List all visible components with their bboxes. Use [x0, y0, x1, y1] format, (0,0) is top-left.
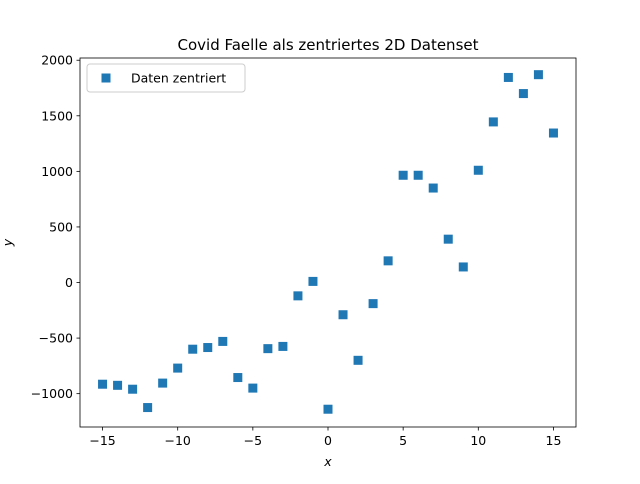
data-point-square [533, 70, 543, 80]
data-point-square [473, 165, 483, 175]
x-tick-label: −10 [165, 433, 191, 448]
data-point-square [203, 343, 213, 353]
data-points [98, 70, 558, 414]
data-point-square [113, 380, 123, 390]
data-point-square [158, 378, 168, 388]
legend: Daten zentriert [86, 63, 246, 93]
data-point-square [338, 310, 348, 320]
data-point-square [293, 291, 303, 301]
y-tick-label: 1000 [41, 164, 73, 179]
data-point-square [143, 403, 153, 413]
data-point-square [398, 170, 408, 180]
y-tick-label: −1000 [31, 386, 73, 401]
data-point-square [98, 379, 108, 389]
y-tick-label: 0 [65, 275, 73, 290]
data-point-square [263, 344, 273, 354]
data-point-square [128, 384, 138, 394]
data-point-square [353, 355, 363, 365]
data-point-square [443, 234, 453, 244]
data-point-square [368, 299, 378, 309]
x-tick-label: 15 [546, 433, 562, 448]
x-tick-label: 5 [399, 433, 407, 448]
y-axis-label: y [0, 238, 15, 247]
x-tick-label: −5 [244, 433, 262, 448]
x-axis-label: x [323, 454, 332, 469]
y-tick-label: 1500 [41, 108, 73, 123]
legend-label: Daten zentriert [131, 71, 226, 86]
data-point-square [173, 363, 183, 373]
data-point-square [413, 170, 423, 180]
data-point-square [503, 72, 513, 82]
data-point-square [428, 183, 438, 193]
data-point-square [323, 404, 333, 414]
y-tick-label: −500 [39, 331, 73, 346]
legend-box [86, 63, 246, 93]
data-point-square [308, 276, 318, 286]
data-point-square [233, 373, 243, 383]
data-point-square [188, 344, 198, 354]
data-point-square [218, 336, 228, 346]
x-tick-label: −15 [89, 433, 115, 448]
y-tick-label: 500 [49, 219, 73, 234]
data-point-square [458, 262, 468, 272]
y-tick-label: 2000 [41, 53, 73, 68]
chart-title: Covid Faelle als zentriertes 2D Datenset [178, 36, 479, 54]
x-tick-label: 10 [470, 433, 486, 448]
data-point-square [488, 117, 498, 127]
axis-ticks: −15 −10 −5 0 5 10 15 −1000 −500 0 500 1000 1500 2000 [31, 53, 562, 448]
data-point-square [548, 128, 558, 138]
plot-frame [79, 57, 577, 428]
data-point-square [248, 383, 258, 393]
data-point-square [383, 256, 393, 266]
legend-square-marker [101, 73, 111, 83]
data-point-square [518, 89, 528, 99]
data-point-square [278, 341, 288, 351]
x-tick-label: 0 [324, 433, 332, 448]
